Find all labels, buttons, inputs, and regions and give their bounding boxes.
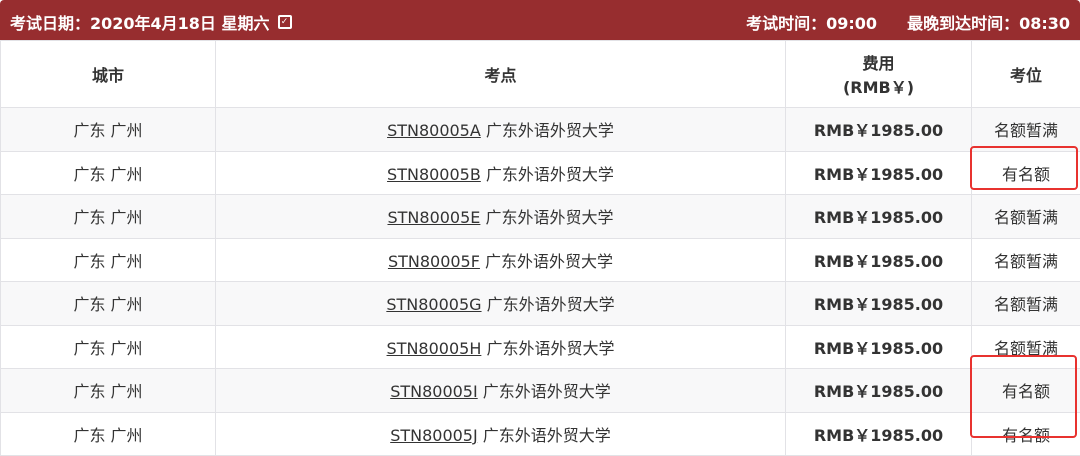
seat-status-cell: 名额暂满 xyxy=(972,238,1080,282)
venue-name: 广东外语外贸大学 xyxy=(486,165,614,184)
seat-status-cell: 名额暂满 xyxy=(972,108,1080,152)
fee-cell: RMB￥1985.00 xyxy=(786,369,972,413)
venue-code-link[interactable]: STN80005E xyxy=(387,208,480,227)
city-cell: 广东 广州 xyxy=(1,151,216,195)
highlight-box xyxy=(970,146,1078,190)
venue-code-link[interactable]: STN80005B xyxy=(387,165,481,184)
venue-code-link[interactable]: STN80005G xyxy=(386,295,481,314)
highlight-box xyxy=(970,355,1077,438)
calendar-check-icon[interactable]: ✓ xyxy=(278,15,292,29)
venue-cell: STN80005I 广东外语外贸大学 xyxy=(216,369,786,413)
venue-name: 广东外语外贸大学 xyxy=(486,121,614,140)
seat-status-cell: 名额暂满 xyxy=(972,195,1080,239)
exam-time: 考试时间：09:00 xyxy=(746,10,877,34)
venue-cell: STN80005E 广东外语外贸大学 xyxy=(216,195,786,239)
venue-code-link[interactable]: STN80005F xyxy=(388,252,480,271)
venue-name: 广东外语外贸大学 xyxy=(487,295,615,314)
venue-name: 广东外语外贸大学 xyxy=(486,339,614,358)
fee-cell: RMB￥1985.00 xyxy=(786,151,972,195)
city-cell: 广东 广州 xyxy=(1,369,216,413)
venue-code-link[interactable]: STN80005J xyxy=(390,426,478,445)
exam-date: 考试日期：2020年4月18日 星期六 xyxy=(10,10,270,34)
exam-info-bar: 考试日期：2020年4月18日 星期六 ✓ 考试时间：09:00 最晚到达时间：… xyxy=(0,0,1080,40)
city-cell: 广东 广州 xyxy=(1,238,216,282)
fee-cell: RMB￥1985.00 xyxy=(786,108,972,152)
city-cell: 广东 广州 xyxy=(1,325,216,369)
venue-code-link[interactable]: STN80005A xyxy=(387,121,481,140)
city-cell: 广东 广州 xyxy=(1,108,216,152)
venue-name: 广东外语外贸大学 xyxy=(485,208,613,227)
venue-code-link[interactable]: STN80005I xyxy=(390,382,478,401)
table-header-row: 城市 考点 费用(RMB￥) 考位 xyxy=(1,41,1080,108)
city-cell: 广东 广州 xyxy=(1,282,216,326)
column-header-venue: 考点 xyxy=(216,41,786,108)
venue-cell: STN80005H 广东外语外贸大学 xyxy=(216,325,786,369)
seat-status-cell: 名额暂满 xyxy=(972,282,1080,326)
venue-name: 广东外语外贸大学 xyxy=(483,426,611,445)
venue-cell: STN80005G 广东外语外贸大学 xyxy=(216,282,786,326)
city-cell: 广东 广州 xyxy=(1,195,216,239)
fee-cell: RMB￥1985.00 xyxy=(786,238,972,282)
venue-name: 广东外语外贸大学 xyxy=(485,252,613,271)
city-cell: 广东 广州 xyxy=(1,412,216,456)
venue-cell: STN80005J 广东外语外贸大学 xyxy=(216,412,786,456)
fee-cell: RMB￥1985.00 xyxy=(786,282,972,326)
venue-name: 广东外语外贸大学 xyxy=(483,382,611,401)
fee-cell: RMB￥1985.00 xyxy=(786,195,972,239)
venue-cell: STN80005A 广东外语外贸大学 xyxy=(216,108,786,152)
column-header-seat: 考位 xyxy=(972,41,1080,108)
fee-cell: RMB￥1985.00 xyxy=(786,325,972,369)
venue-cell: STN80005B 广东外语外贸大学 xyxy=(216,151,786,195)
column-header-city: 城市 xyxy=(1,41,216,108)
venue-cell: STN80005F 广东外语外贸大学 xyxy=(216,238,786,282)
fee-cell: RMB￥1985.00 xyxy=(786,412,972,456)
column-header-fee: 费用(RMB￥) xyxy=(786,41,972,108)
venue-code-link[interactable]: STN80005H xyxy=(387,339,482,358)
latest-arrival-time: 最晚到达时间：08:30 xyxy=(907,10,1070,34)
